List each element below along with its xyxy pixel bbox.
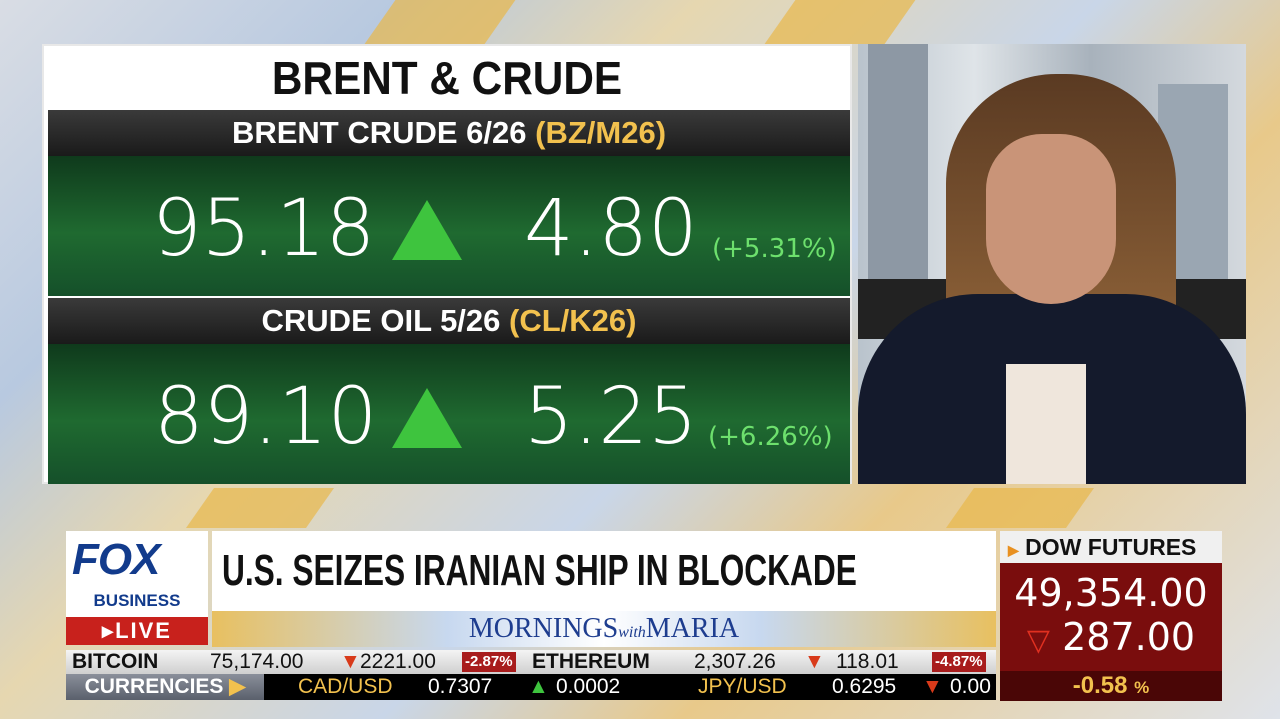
ticker-value: 0.7307 [428,675,493,698]
down-arrow-icon: ▼ [804,650,825,673]
ticker-pair: JPY/USD [698,675,787,698]
currency-ticker: CURRENCIES ▶ CAD/USD 0.7307 ▲ 0.0002 JPY… [66,674,996,700]
building [868,44,928,284]
dow-futures-box: ▶ DOW FUTURES 49,354.00 ▽ 287.00 -0.58 % [1000,531,1222,701]
play-arrow-icon: ▶ [1008,542,1019,558]
crude-change: 5.25 [524,372,698,462]
ticker-percent: -4.87% [932,652,986,672]
dow-change-value: 287.00 [1062,615,1196,659]
ticker-change: 2221.00 [360,650,436,673]
price-board: BRENT & CRUDE BRENT CRUDE 6/26 (BZ/M26) … [42,44,852,484]
fox-business-logo: FOX BUSINESS ▸LIVE [66,531,208,645]
dow-label: DOW FUTURES [1025,534,1197,560]
crude-panel: 89.10 5.25 (+6.26%) [48,344,850,484]
live-badge: ▸LIVE [66,617,208,645]
show-part: with [618,624,646,641]
brent-code: (BZ/M26) [535,115,667,150]
down-arrow-icon: ▼ [922,675,943,698]
headline: U.S. SEIZES IRANIAN SHIP IN BLOCKADE [212,531,996,611]
logo-fox: FOX [72,535,160,584]
anchor-video [858,44,1246,484]
ticker-change: 118.01 [836,650,899,673]
show-title: MORNINGSwithMARIA [212,611,996,647]
headline-text: U.S. SEIZES IRANIAN SHIP IN BLOCKADE [222,546,857,595]
currencies-text: CURRENCIES [84,675,224,698]
dow-percent: -0.58 % [1000,671,1222,701]
down-arrow-icon: ▼ [340,650,361,673]
brent-name: BRENT CRUDE 6/26 [231,115,527,150]
ticker-value: 75,174.00 [210,650,304,673]
currencies-label: CURRENCIES ▶ [66,674,264,700]
live-label: LIVE [115,618,172,643]
dow-change: ▽ 287.00 [1000,615,1222,663]
up-arrow-icon [392,388,462,448]
ticker-change: 0.00 [950,675,991,698]
percent-sign: % [1134,678,1150,697]
crude-code: (CL/K26) [509,303,637,338]
dow-percent-value: -0.58 [1072,672,1128,699]
ticker-value: 2,307.26 [694,650,776,673]
background-stripe [945,488,1095,528]
brent-price: 95.18 [152,184,376,274]
anchor-face [986,134,1116,304]
brent-percent: (+5.31%) [712,234,837,264]
crude-header: CRUDE OIL 5/26 (CL/K26) [48,298,850,344]
up-arrow-icon: ▲ [528,675,549,698]
ticker-percent: -2.87% [462,652,516,672]
play-arrow-icon: ▶ [229,675,246,698]
ticker-value: 0.6295 [832,675,897,698]
show-part: MORNINGS [468,613,619,644]
background-stripe [764,0,916,44]
ticker-name: ETHEREUM [532,650,650,673]
crypto-ticker: BITCOIN 75,174.00 ▼ 2221.00 -2.87% ETHER… [66,650,996,674]
down-arrow-icon: ▽ [1026,623,1050,658]
background-stripe [364,0,516,44]
dow-value: 49,354.00 [1014,571,1208,615]
up-arrow-icon [392,200,462,260]
ticker-pair: CAD/USD [298,675,393,698]
crude-price: 89.10 [154,372,378,462]
anchor-shirt [1006,364,1086,484]
brent-change: 4.80 [524,184,698,274]
brent-header: BRENT CRUDE 6/26 (BZ/M26) [48,110,850,156]
logo-business: BUSINESS [93,591,181,610]
dow-header: ▶ DOW FUTURES [1000,531,1222,563]
crude-percent: (+6.26%) [708,422,833,452]
crude-name: CRUDE OIL 5/26 [261,303,501,338]
brent-panel: 95.18 4.80 (+5.31%) [48,156,850,296]
ticker-name: BITCOIN [72,650,159,673]
board-title: BRENT & CRUDE [271,52,623,104]
background-stripe [185,488,335,528]
ticker-change: 0.0002 [556,675,621,698]
show-part: MARIA [645,613,740,644]
